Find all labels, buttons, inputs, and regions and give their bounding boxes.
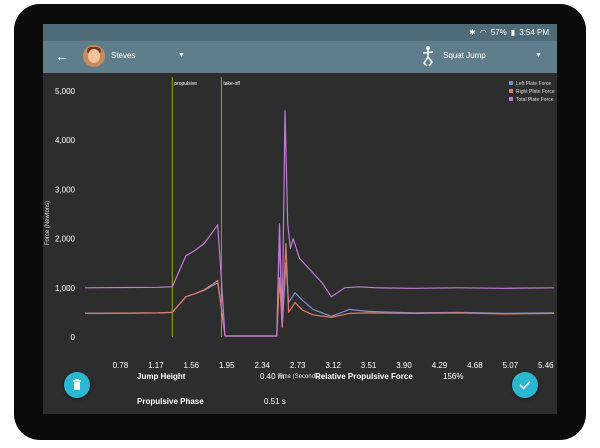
rpf-value: 156% bbox=[443, 372, 464, 381]
x-tick-label: 3.12 bbox=[325, 361, 341, 370]
y-tick-label: 5,000 bbox=[55, 87, 76, 96]
rpf-label: Relative Propulsive Force bbox=[315, 372, 413, 381]
jump-height-label: Jump Height bbox=[137, 372, 186, 381]
user-name[interactable]: Steves bbox=[111, 51, 136, 60]
phase-marker-label: propulsive bbox=[174, 81, 197, 87]
legend-entry: Total Plate Force bbox=[516, 97, 554, 103]
x-tick-label: 5.46 bbox=[538, 361, 554, 370]
x-tick-label: 1.17 bbox=[148, 361, 164, 370]
back-arrow-icon[interactable]: ← bbox=[55, 48, 69, 64]
y-tick-label: 4,000 bbox=[55, 136, 76, 145]
wifi-icon: ◠ bbox=[479, 28, 487, 37]
series-line bbox=[84, 242, 555, 337]
exercise-name[interactable]: Squat Jump bbox=[443, 51, 486, 60]
x-tick-label: 3.51 bbox=[361, 361, 377, 370]
battery-level: 57% bbox=[490, 28, 507, 37]
y-axis-label: Force (Newtons) bbox=[45, 201, 51, 245]
user-dropdown-icon[interactable]: ▼ bbox=[178, 52, 185, 59]
app-bar: ← Steves ▼ Squat Jump ▼ bbox=[43, 41, 557, 73]
x-tick-label: 2.73 bbox=[290, 361, 306, 370]
delete-button[interactable] bbox=[64, 372, 90, 398]
metrics-panel: Jump Height 0.40 m Relative Propulsive F… bbox=[43, 354, 557, 414]
exercise-figure-icon bbox=[422, 46, 434, 67]
x-tick-label: 1.56 bbox=[184, 361, 200, 370]
y-tick-label: 0 bbox=[71, 333, 76, 342]
series-line bbox=[84, 110, 555, 337]
x-tick-label: 3.90 bbox=[396, 361, 412, 370]
x-tick-label: 4.29 bbox=[432, 361, 448, 370]
x-tick-label: 4.68 bbox=[467, 361, 483, 370]
trash-icon bbox=[73, 379, 81, 390]
app-screen: ✱ ◠ 57% ▮ 3:54 PM ← Steves ▼ Squat Jump … bbox=[43, 24, 557, 414]
x-tick-label: 5.07 bbox=[503, 361, 519, 370]
jump-height-value: 0.40 m bbox=[260, 372, 285, 381]
bluetooth-icon: ✱ bbox=[469, 28, 476, 37]
x-tick-label: 2.34 bbox=[254, 361, 270, 370]
legend-swatch bbox=[509, 81, 513, 85]
propulsive-phase-label: Propulsive Phase bbox=[137, 397, 204, 406]
legend-swatch bbox=[509, 97, 513, 101]
series-line bbox=[84, 233, 555, 337]
status-bar: ✱ ◠ 57% ▮ 3:54 PM bbox=[43, 24, 557, 41]
clock: 3:54 PM bbox=[519, 28, 549, 37]
y-tick-label: 1,000 bbox=[55, 284, 76, 293]
legend-entry: Left Plate Force bbox=[516, 81, 552, 87]
x-tick-label: 0.78 bbox=[113, 361, 129, 370]
avatar[interactable] bbox=[83, 45, 105, 67]
phase-marker-label: take-off bbox=[223, 81, 240, 87]
legend-swatch bbox=[509, 89, 513, 93]
exercise-dropdown-icon[interactable]: ▼ bbox=[535, 52, 542, 59]
checkmark-icon bbox=[519, 380, 531, 390]
propulsive-phase-value: 0.51 s bbox=[264, 397, 286, 406]
y-tick-label: 3,000 bbox=[55, 185, 76, 194]
force-chart: 0 1,000 2,000 3,000 4,000 5,000 0.78 1.17 1.56 1.… bbox=[45, 77, 555, 380]
x-axis-label: Time (Seconds) bbox=[278, 374, 320, 380]
battery-icon: ▮ bbox=[510, 28, 516, 37]
confirm-button[interactable] bbox=[512, 372, 538, 398]
y-tick-label: 2,000 bbox=[55, 235, 76, 244]
x-tick-label: 1.95 bbox=[219, 361, 235, 370]
legend-entry: Right Plate Force bbox=[516, 89, 555, 95]
